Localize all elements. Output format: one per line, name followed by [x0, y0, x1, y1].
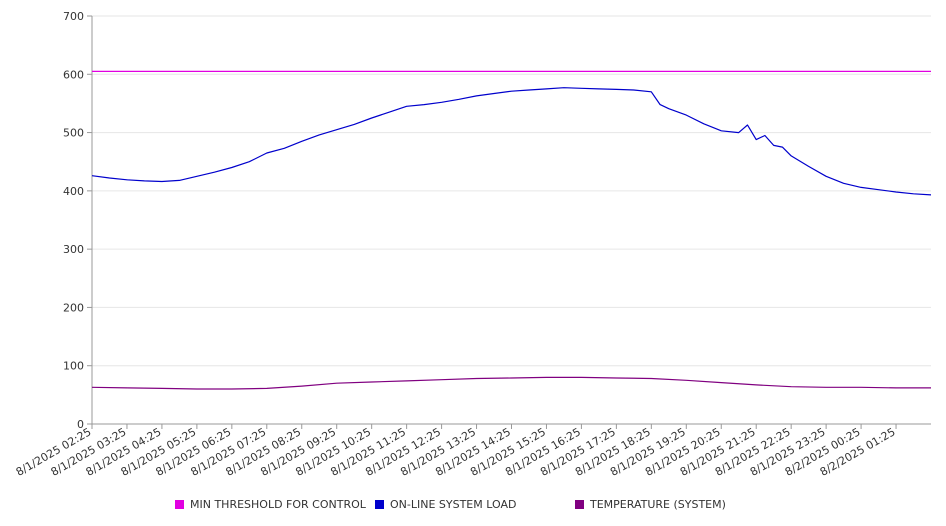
y-tick-label: 400	[63, 185, 84, 198]
legend-swatch-system-load	[375, 500, 384, 509]
legend-label-system-load: ON-LINE SYSTEM LOAD	[390, 498, 517, 511]
y-tick-label: 500	[63, 127, 84, 140]
series-lines	[91, 70, 932, 390]
legend-item-system-load: ON-LINE SYSTEM LOAD	[375, 498, 516, 511]
legend-label-min-threshold: MIN THRESHOLD FOR CONTROL	[190, 498, 366, 511]
y-axis-ticks: 0 100 200 300 400 500 600 700	[63, 10, 92, 431]
legend-label-temperature: TEMPERATURE (SYSTEM)	[590, 498, 726, 511]
series-line-system-load	[91, 87, 932, 196]
axes	[91, 16, 931, 425]
legend-item-temperature: TEMPERATURE (SYSTEM)	[575, 498, 726, 511]
y-tick-label: 700	[63, 10, 84, 23]
y-tick-label: 600	[63, 68, 84, 81]
y-tick-label: 100	[63, 360, 84, 373]
legend: MIN THRESHOLD FOR CONTROL ON-LINE SYSTEM…	[0, 498, 946, 514]
y-tick-label: 200	[63, 301, 84, 314]
x-axis-ticks: 8/1/2025 02:258/1/2025 03:258/1/2025 04:…	[14, 424, 898, 479]
gridlines	[92, 15, 931, 367]
legend-swatch-temperature	[575, 500, 584, 509]
y-tick-label: 300	[63, 243, 84, 256]
y-tick-label: 0	[77, 418, 84, 431]
legend-item-min-threshold: MIN THRESHOLD FOR CONTROL	[175, 498, 366, 511]
legend-swatch-min-threshold	[175, 500, 184, 509]
series-line-temperature	[91, 376, 931, 390]
